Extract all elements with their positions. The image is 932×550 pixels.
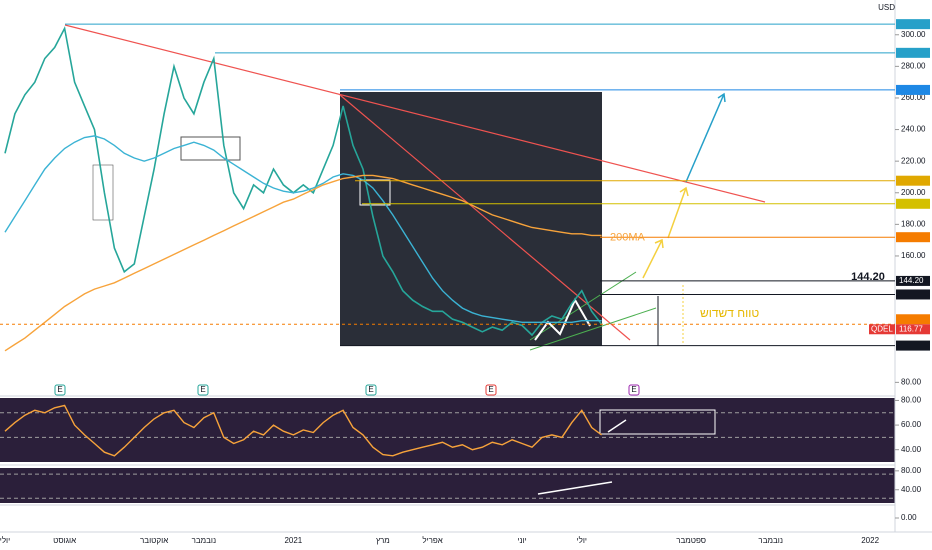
y-tick-label: 200.00 [901,188,926,197]
box [599,409,716,435]
x-tick-label: יוני [517,536,526,545]
level-tag-label: 144.20 [899,276,924,285]
y-tick-label: 160.00 [901,251,926,260]
symbol-tag [869,324,895,335]
level-tag [896,84,930,95]
x-tick-label: ספטמבר [676,536,706,545]
series-line [4,404,603,457]
symbol-label: QDEL [871,324,893,333]
x-tick-label: נובמבר [192,536,217,545]
earnings-label: E [488,385,493,394]
x-tick-label: 2022 [861,536,879,545]
arrow [685,93,725,183]
x-tick-label: יולי [577,536,587,545]
y-tick-label: 240.00 [901,125,926,134]
y-tick-label: 80.00 [901,377,922,386]
level-tag [896,275,930,286]
y-tick-label: 40.00 [901,445,922,454]
callout: 144.20 [851,271,885,283]
series-line [4,174,602,352]
level-tag [896,19,930,30]
earnings-label: E [200,385,205,394]
level-tag [896,232,930,243]
channel-line [529,271,637,341]
arrow [667,187,687,239]
level-tag [896,314,930,325]
trend-line [64,24,766,203]
y-tick-label: 180.00 [901,219,926,228]
pattern-line [534,297,591,341]
y-tick-label: 300.00 [901,30,926,39]
earnings-box [54,384,66,396]
y-tick-label: 80.00 [901,396,922,405]
earnings-label: E [631,385,636,394]
x-tick-label: נובמבר [758,536,783,545]
arrow [537,481,613,495]
y-tick-label: 280.00 [901,61,926,70]
rsi-panel [0,398,895,462]
x-tick-label: אפריל [422,536,443,545]
box [359,179,391,206]
level-tag [896,340,930,351]
earnings-box [365,384,377,396]
box [92,164,114,221]
last-price-label: 116.77 [899,324,923,333]
trend-line [339,94,631,341]
y-tick-label: 40.00 [901,485,922,494]
earnings-label: E [57,385,62,394]
x-tick-label: יולי [0,536,10,545]
last-price-tag [896,324,930,335]
y-tick-label: 220.00 [901,156,926,165]
x-tick-label: 2021 [284,536,302,545]
arrow-head [717,92,726,103]
x-tick-label: מרץ [376,536,390,545]
earnings-box [485,384,497,396]
arrow [642,239,663,279]
box [180,136,241,161]
earnings-label: E [368,385,373,394]
arrow-head [679,186,689,197]
ma-label: 200MA [610,231,646,243]
x-tick-label: אוקטובר [140,536,168,545]
y-tick-label: 0.00 [901,513,917,522]
arrow [604,293,617,305]
channel-line [529,307,657,351]
y-tick-label: 260.00 [901,93,926,102]
series-line [4,25,603,337]
level-tag [896,289,930,300]
range-shade [340,92,602,346]
earnings-box [197,384,209,396]
level-tag [896,47,930,58]
level-tag [896,175,930,186]
y-tick-label: 60.00 [901,420,922,429]
osc-panel [0,468,895,503]
x-tick-label: אוגוסט [53,536,76,545]
range-label: טווח דשדוש [700,306,759,320]
series-line [4,135,602,323]
earnings-box [628,384,640,396]
level-tag [896,198,930,209]
y-tick-label: 80.00 [901,466,922,475]
arrow-head [654,238,664,249]
currency: USD [878,3,895,12]
arrow [607,419,627,433]
